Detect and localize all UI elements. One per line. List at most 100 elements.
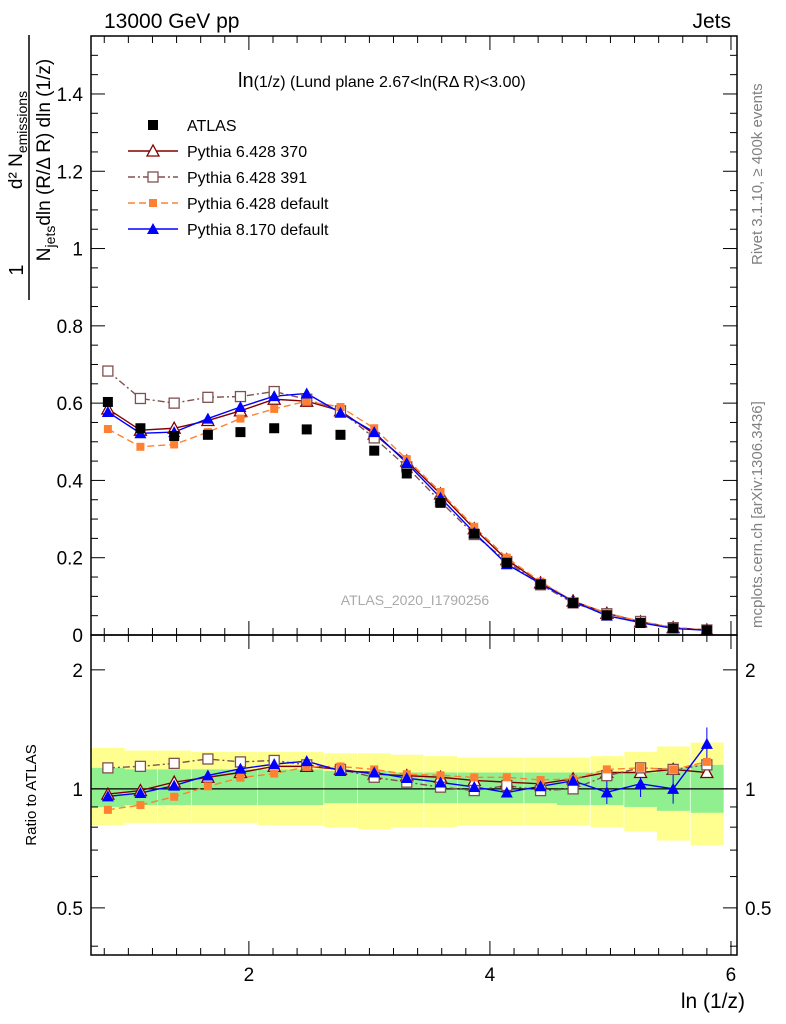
ratio-y-tick-label-right: 0.5 <box>745 899 771 920</box>
rivet-label: Rivet 3.1.10, ≥ 400k events <box>749 83 766 265</box>
legend-marker <box>147 223 159 234</box>
plot-title-main: ln <box>238 70 254 92</box>
main-point <box>335 429 346 440</box>
main-point <box>234 390 247 403</box>
ratio-point <box>202 753 214 765</box>
legend-label: ATLAS <box>187 118 237 135</box>
plot-title-rest: (1/z) (Lund plane 2.67<ln(RΔ R)<3.00) <box>254 74 526 91</box>
ratio-point <box>168 779 181 791</box>
ratio-y-tick-label-right: 1 <box>745 780 756 801</box>
main-point <box>169 430 180 441</box>
main-point <box>168 397 180 409</box>
ratio-point <box>302 762 311 771</box>
main-point <box>334 406 347 418</box>
main-point <box>535 579 546 590</box>
main-point <box>301 424 312 435</box>
ratio-point <box>500 786 513 798</box>
main-point <box>401 468 412 479</box>
ratio-point <box>436 771 445 780</box>
ratio-point <box>699 765 714 779</box>
ratio-point <box>270 769 279 778</box>
mcplots-label: mcplots.cern.ch [arXiv:1306.3436] <box>749 401 766 628</box>
ratio-point <box>667 782 680 794</box>
plot-title: ln(1/z) (Lund plane 2.67<ln(RΔ R)<3.00) <box>238 70 526 92</box>
main-point <box>201 412 214 424</box>
main-point <box>269 423 280 434</box>
ratio-point <box>434 776 447 788</box>
x-tick-label: 4 <box>485 965 496 986</box>
ratio-point <box>101 790 114 802</box>
ratio-point <box>268 758 281 770</box>
ratio-point <box>134 787 147 799</box>
legend-marker <box>147 171 159 183</box>
ratio-point <box>400 772 413 784</box>
legend-marker <box>148 120 158 130</box>
legend-marker <box>145 143 161 157</box>
ratio-point <box>634 777 647 789</box>
main-point <box>135 423 146 434</box>
main-y-tick-label: 0.8 <box>57 317 83 338</box>
ratio-point <box>234 762 247 774</box>
main-y-tick-label: 0.4 <box>57 471 84 492</box>
ratio-band-inner <box>290 769 324 806</box>
main-point <box>136 442 145 451</box>
main-point <box>102 365 114 377</box>
ratio-point <box>602 765 611 774</box>
main-point <box>469 528 480 539</box>
ratio-point <box>201 769 214 781</box>
ratio-point <box>236 773 245 782</box>
ratio-y-tick-label: 2 <box>72 661 83 682</box>
y-label-numerator: d² Nemissions <box>6 91 30 189</box>
main-point <box>435 497 446 508</box>
ratio-point <box>136 801 145 810</box>
main-y-tick-label: 0.2 <box>57 549 83 570</box>
ratio-point <box>102 762 114 774</box>
ratio-point <box>470 773 479 782</box>
analysis-watermark: ATLAS_2020_I1790256 <box>341 592 490 608</box>
ratio-point <box>103 805 112 814</box>
main-point <box>236 414 245 423</box>
main-point <box>635 618 646 629</box>
ratio-point <box>300 755 313 767</box>
ratio-point <box>203 782 212 791</box>
main-point <box>270 404 279 413</box>
ratio-point <box>567 774 580 786</box>
main-point <box>368 426 381 438</box>
main-plot: 0 0.2 0.4 0.6 0.8 1 1.2 1.4 <box>57 35 738 647</box>
legend-label: Pythia 8.170 default <box>187 222 329 239</box>
main-point <box>501 557 512 568</box>
y-label-denominator: Njetsdln (R/Δ R) dln (1/z) <box>34 59 58 261</box>
main-y-tick-label: 1.2 <box>57 162 83 183</box>
x-tick-label: 6 <box>726 965 737 986</box>
x-tick-label: 2 <box>244 965 255 986</box>
ratio-point <box>700 737 713 749</box>
ratio-point <box>170 792 179 801</box>
ratio-point <box>368 766 381 778</box>
main-y-axis-label: 1 d² Nemissions Njetsdln (R/Δ R) dln (1/… <box>6 35 58 300</box>
main-y-tick-label: 0 <box>72 626 83 647</box>
main-y-tick-label: 1 <box>72 240 83 261</box>
main-point <box>134 392 147 405</box>
ratio-frame <box>90 634 738 956</box>
ratio-point <box>636 763 645 772</box>
legend-marker <box>149 199 157 207</box>
main-point <box>668 623 679 634</box>
ratio-plot: 0.5 0.5 1 1 2 2 2 4 6 <box>57 634 771 986</box>
main-point <box>302 397 311 406</box>
ratio-point <box>702 757 711 766</box>
main-point <box>103 425 112 434</box>
main-point <box>102 396 113 407</box>
ratio-band-inner <box>324 770 358 804</box>
main-point <box>300 387 313 399</box>
legend: ATLAS Pythia 6.428 370 Pythia 6.428 391 Pyt… <box>128 118 329 239</box>
main-point <box>235 427 246 438</box>
ratio-point <box>600 786 613 798</box>
header-left: 13000 GeV pp <box>104 10 239 33</box>
ratio-point <box>502 773 511 782</box>
legend-label: Pythia 6.428 370 <box>187 144 307 161</box>
ratio-point <box>536 775 545 784</box>
main-point <box>568 597 579 608</box>
ratio-point <box>468 780 481 792</box>
main-y-tick-label: 1.4 <box>57 85 84 106</box>
